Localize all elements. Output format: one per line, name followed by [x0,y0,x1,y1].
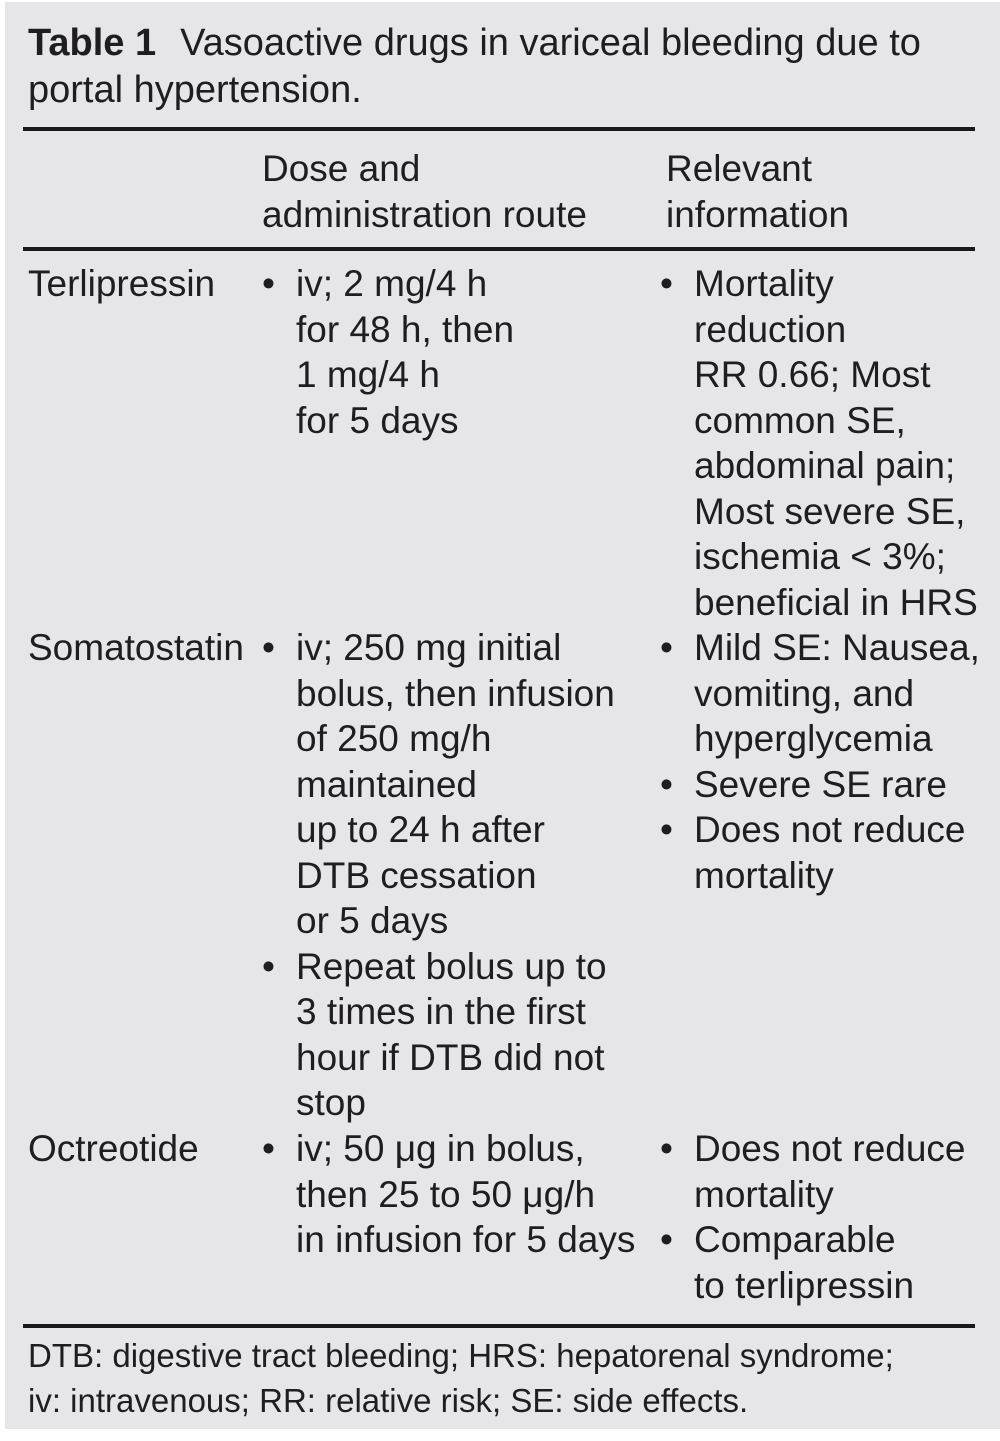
info-bullet-text: Mortality reduction RR 0.66; Most common… [694,263,978,623]
info-cell: • Mild SE: Nausea, vomiting, and hypergl… [660,625,1000,898]
info-bullet-item: • Mild SE: Nausea, vomiting, and hypergl… [660,625,1000,762]
info-bullet-text: Mild SE: Nausea, vomiting, and hyperglyc… [694,627,980,759]
drug-name: Terlipressin [28,263,216,304]
bullet-icon: • [660,1219,673,1260]
dose-bullet-text: iv; 50 μg in bolus, then 25 to 50 μg/h i… [296,1128,636,1260]
info-cell: • Mortality reduction RR 0.66; Most comm… [660,261,1000,625]
bullet-icon: • [262,627,275,668]
dose-cell: • iv; 50 μg in bolus, then 25 to 50 μg/h… [262,1126,662,1263]
dose-bullet-item: • iv; 2 mg/4 h for 48 h, then 1 mg/4 h f… [262,261,662,443]
dose-bullet-text: Repeat bolus up to 3 times in the first … [296,945,607,1124]
table-caption-line1: Vasoactive drugs in variceal bleeding du… [180,22,921,64]
top-rule [23,127,975,131]
table-number: Table 1 [28,22,157,64]
dose-bullet-item: • iv; 50 μg in bolus, then 25 to 50 μg/h… [262,1126,662,1263]
table-caption: Table 1 Vasoactive drugs in variceal blee… [28,20,978,114]
bullet-icon: • [660,809,673,850]
info-bullet-text: Severe SE rare [694,763,947,805]
table-row-octreotide: Octreotide • iv; 50 μg in bolus, then 25… [0,1126,1000,1308]
footer-rule [23,1324,975,1328]
dose-cell: • iv; 2 mg/4 h for 48 h, then 1 mg/4 h f… [262,261,662,443]
table-row-terlipressin: Terlipressin • iv; 2 mg/4 h for 48 h, th… [0,261,1000,625]
dose-bullet-text: iv; 2 mg/4 h for 48 h, then 1 mg/4 h for… [296,263,515,441]
table-background-panel [5,2,1000,1429]
column-header-dose: Dose and administration route [262,148,587,235]
bullet-icon: • [660,263,673,304]
info-bullet-item: • Comparable to terlipressin [660,1217,1000,1308]
drug-name: Octreotide [28,1128,199,1169]
dose-cell: • iv; 250 mg initial bolus, then infusio… [262,625,662,1126]
info-bullet-item: • Mortality reduction RR 0.66; Most comm… [660,261,1000,625]
bullet-icon: • [262,1128,275,1169]
dose-bullet-item: • iv; 250 mg initial bolus, then infusio… [262,625,662,944]
bullet-icon: • [262,945,275,987]
dose-bullet-item: • Repeat bolus up to 3 times in the firs… [262,944,662,1126]
info-bullet-item: • Severe SE rare [660,762,1000,808]
bullet-icon: • [262,263,275,304]
info-cell: • Does not reduce mortality • Comparable… [660,1126,1000,1308]
header-rule [23,247,975,251]
dose-bullet-text: iv; 250 mg initial bolus, then infusion … [296,627,615,941]
table-row-somatostatin: Somatostatin • iv; 250 mg initial bolus,… [0,625,1000,1126]
table-caption-line2: portal hypertension. [28,69,362,111]
table-body: Terlipressin • iv; 2 mg/4 h for 48 h, th… [0,261,1000,1308]
info-bullet-text: Does not reduce mortality [694,1128,966,1215]
column-header-info: Relevant information [666,148,850,235]
info-bullet-text: Comparable to terlipressin [694,1219,915,1306]
info-bullet-text: Does not reduce mortality [694,809,966,896]
drug-name: Somatostatin [28,627,244,668]
table-footnote: DTB: digestive tract bleeding; HRS: hepa… [28,1337,894,1419]
bullet-icon: • [660,627,673,668]
bullet-icon: • [660,1128,673,1169]
info-bullet-item: • Does not reduce mortality [660,1126,1000,1217]
bullet-icon: • [660,763,673,805]
info-bullet-item: • Does not reduce mortality [660,807,1000,898]
